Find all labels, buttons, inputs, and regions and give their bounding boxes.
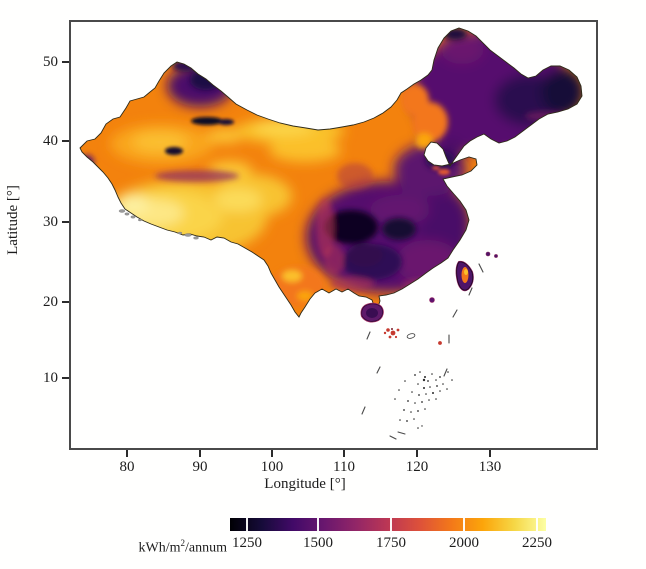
offshore-islands (429, 251, 498, 303)
x-tick-130 (489, 450, 491, 457)
x-tick-label: 90 (192, 459, 208, 475)
colorbar-tick-2000 (463, 518, 465, 531)
y-tick-label: 10 (43, 370, 58, 386)
y-tick-10 (62, 377, 69, 379)
colorbar-tick-label: 1250 (232, 535, 262, 551)
x-tick-120 (416, 450, 418, 457)
colorbar-unit-prefix: kWh/m (138, 540, 181, 556)
y-tick-label: 40 (43, 133, 58, 149)
colorbar-tick-label: 1500 (303, 535, 333, 551)
raster-fill (80, 28, 582, 317)
x-tick-label: 120 (405, 459, 429, 475)
colorbar-unit-suffix: /annum (185, 540, 227, 556)
x-tick-label: 80 (119, 459, 135, 475)
colorbar-unit-label: kWh/m2/annum (100, 535, 228, 557)
colorbar-tick-1500 (317, 518, 319, 531)
spratly-islands-specks (394, 371, 453, 429)
taiwan-island (455, 260, 474, 292)
paracel-islands-dots (383, 328, 442, 345)
x-tick-label: 110 (333, 459, 355, 475)
x-axis-title: Longitude [°] (264, 476, 346, 492)
china-irradiance-map (79, 27, 583, 440)
colorbar-gradient (230, 518, 546, 531)
hainan-island (360, 302, 384, 323)
y-tick-label: 20 (43, 294, 58, 310)
y-tick-40 (62, 140, 69, 142)
y-tick-label: 30 (43, 214, 58, 230)
x-tick-label: 100 (260, 459, 284, 475)
y-tick-50 (62, 61, 69, 63)
colorbar-tick-1750 (390, 518, 392, 531)
y-axis-title: Latitude [°] (5, 185, 21, 255)
colorbar-tick-1250 (246, 518, 248, 531)
x-tick-110 (343, 450, 345, 457)
x-tick-90 (199, 450, 201, 457)
colorbar-tick-label: 1750 (376, 535, 406, 551)
china-boundary-outline (79, 27, 583, 318)
y-tick-label: 50 (43, 54, 58, 70)
colorbar-unit-superscript: 2 (180, 538, 186, 548)
x-tick-80 (126, 450, 128, 457)
colorbar-tick-2250 (536, 518, 538, 531)
y-tick-30 (62, 221, 69, 223)
x-tick-label: 130 (478, 459, 502, 475)
x-tick-100 (271, 450, 273, 457)
nine-dash-line (361, 263, 484, 440)
glacier-specks (118, 209, 199, 240)
colorbar-tick-label: 2000 (449, 535, 479, 551)
island-outline (406, 333, 416, 339)
colorbar-tick-label: 2250 (522, 535, 552, 551)
y-tick-20 (62, 301, 69, 303)
